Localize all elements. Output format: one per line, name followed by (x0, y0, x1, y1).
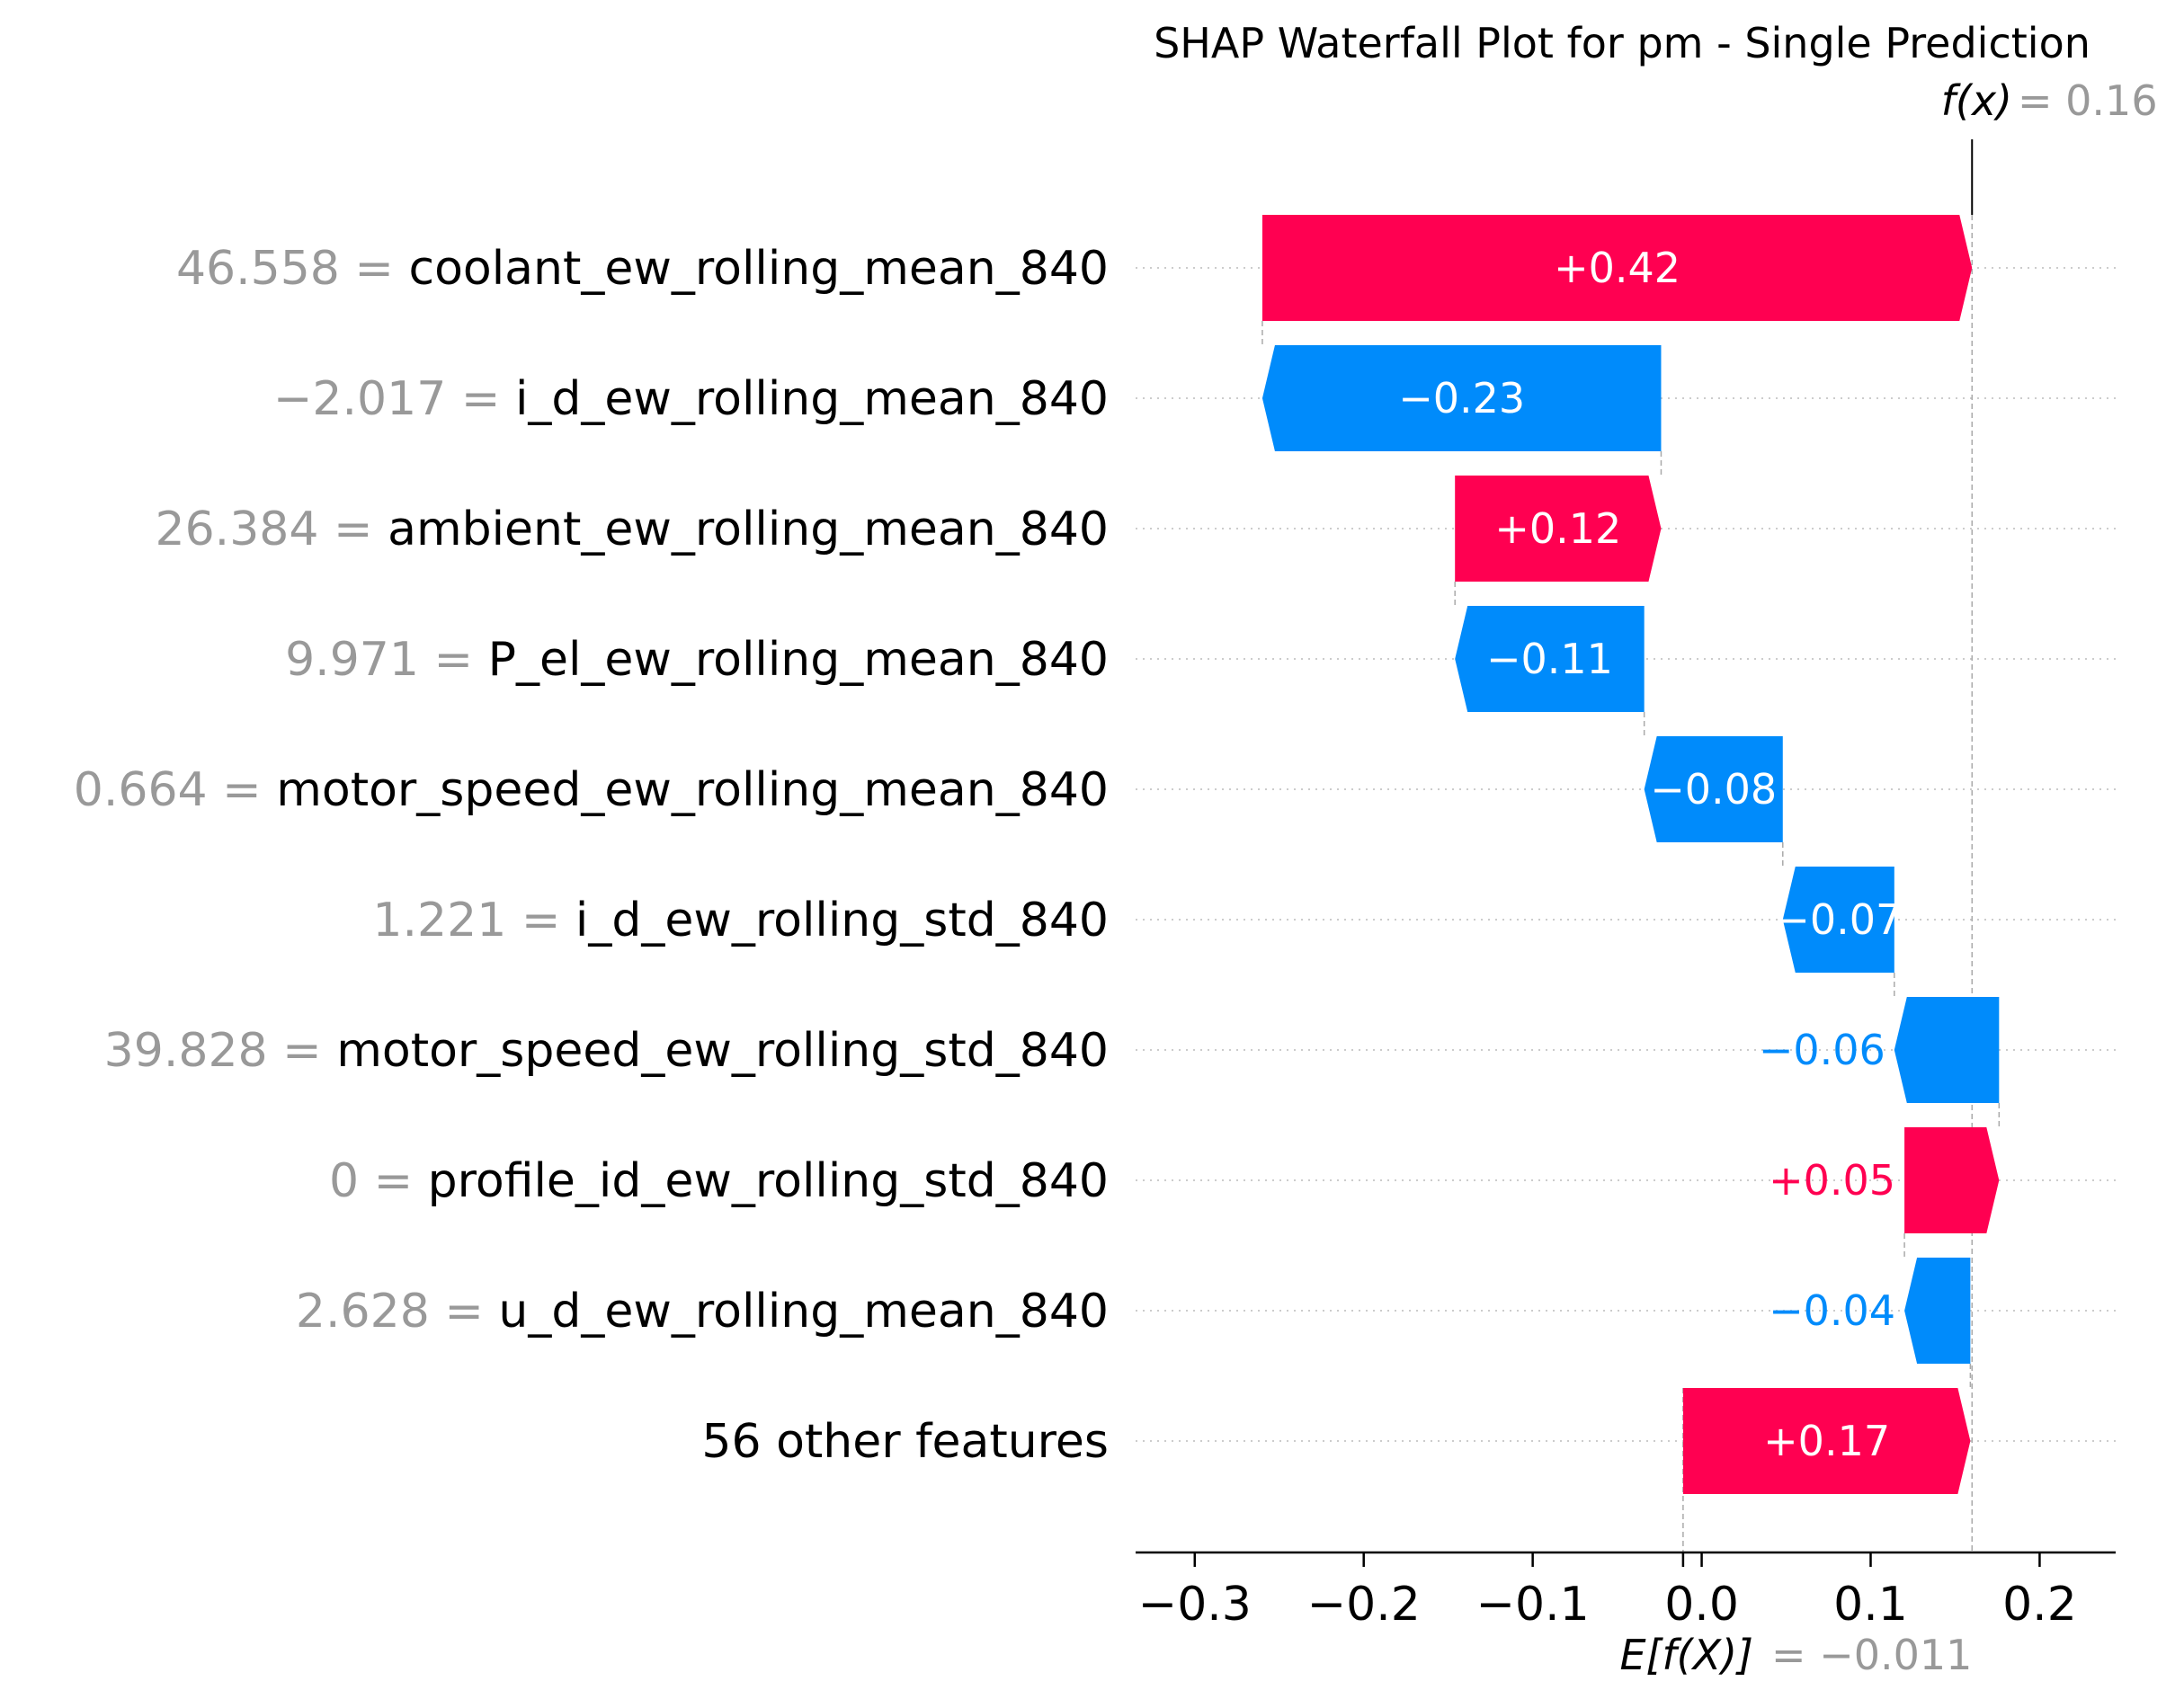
waterfall-bar (1455, 476, 1662, 582)
bar-value-label: −0.07 (1775, 895, 1902, 944)
waterfall-bar (1455, 606, 1645, 712)
feature-name: P_el_ew_rolling_mean_840 (488, 633, 1109, 687)
fx-annotation: f(x) = 0.16 (1941, 76, 2158, 125)
feature-label: −2.017 = i_d_ew_rolling_mean_840 (273, 372, 1109, 426)
x-tick-label: −0.1 (1475, 1578, 1589, 1632)
feature-name: i_d_ew_rolling_mean_840 (515, 372, 1109, 426)
feature-label: 0.664 = motor_speed_ew_rolling_mean_840 (74, 763, 1109, 817)
waterfall-bar (1894, 997, 2000, 1103)
feature-name: coolant_ew_rolling_mean_840 (409, 242, 1109, 296)
waterfall-bar (1644, 736, 1783, 842)
x-axis: −0.3 −0.2 −0.1 0.0 0.1 0.2 (1136, 1551, 2116, 1632)
feature-label: 26.384 = ambient_ew_rolling_mean_840 (156, 503, 1110, 556)
bar-value-label: −0.11 (1486, 635, 1613, 683)
feature-label: 39.828 = motor_speed_ew_rolling_std_840 (104, 1024, 1109, 1078)
feature-value: 1.221 = (372, 894, 575, 947)
feature-value: 0.664 = (74, 763, 277, 817)
fx-label: f(x) (1941, 76, 2012, 125)
feature-name: 56 other features (701, 1415, 1109, 1469)
waterfall-bar (1904, 1258, 1971, 1364)
feature-name: u_d_ew_rolling_mean_840 (498, 1285, 1109, 1339)
feature-name: ambient_ew_rolling_mean_840 (388, 503, 1109, 556)
feature-label: 9.971 = P_el_ew_rolling_mean_840 (285, 633, 1109, 687)
feature-value: 2.628 = (296, 1285, 499, 1339)
bar-value-label: +0.12 (1494, 504, 1621, 553)
feature-name: profile_id_ew_rolling_std_840 (428, 1154, 1109, 1208)
feature-value: 39.828 = (104, 1024, 337, 1078)
x-tick-label: −0.3 (1138, 1578, 1252, 1632)
efx-label: E[f(X)] (1619, 1631, 1753, 1679)
feature-value: 9.971 = (285, 633, 488, 687)
efx-value: = −0.011 (1771, 1631, 1972, 1679)
feature-label: 46.558 = coolant_ew_rolling_mean_840 (176, 242, 1109, 296)
feature-name: motor_speed_ew_rolling_mean_840 (276, 763, 1109, 817)
feature-name: i_d_ew_rolling_std_840 (575, 894, 1109, 947)
bar-value-label: −0.08 (1650, 765, 1777, 814)
feature-value: 0 = (329, 1154, 428, 1208)
bar-value-label: +0.05 (1769, 1156, 1895, 1205)
feature-label: 0 = profile_id_ew_rolling_std_840 (329, 1154, 1109, 1208)
efx-annotation: E[f(X)] = −0.011 (1619, 1631, 1972, 1679)
bar-value-label: −0.04 (1769, 1286, 1895, 1335)
bar-value-label: +0.17 (1763, 1417, 1890, 1465)
feature-value: −2.017 = (273, 372, 515, 426)
waterfall-bar (1682, 1388, 1971, 1494)
feature-labels: 46.558 = coolant_ew_rolling_mean_840 −2.0… (74, 242, 1109, 1469)
feature-name: motor_speed_ew_rolling_std_840 (336, 1024, 1109, 1078)
waterfall-bar (1261, 215, 1973, 321)
x-tick-label: −0.2 (1307, 1578, 1421, 1632)
waterfall-bar (1904, 1127, 2000, 1233)
waterfall-bar (1261, 345, 1662, 451)
bar-value-label: −0.23 (1398, 374, 1525, 423)
x-tick-label: 0.2 (2002, 1578, 2077, 1632)
fx-value: = 0.16 (2018, 76, 2158, 125)
chart-title: SHAP Waterfall Plot for pm - Single Pred… (1154, 19, 2090, 67)
bar-value-label: −0.06 (1759, 1026, 1885, 1074)
x-tick-label: 0.0 (1664, 1578, 1739, 1632)
feature-value: 46.558 = (176, 242, 409, 296)
feature-label: 56 other features (701, 1415, 1109, 1469)
feature-value: 26.384 = (156, 503, 388, 556)
waterfall-bar (1782, 867, 1894, 973)
bar-value-label: +0.42 (1554, 244, 1680, 292)
feature-label: 2.628 = u_d_ew_rolling_mean_840 (296, 1285, 1109, 1339)
bars: +0.42 −0.23 +0.12 −0.11 −0.08 −0.07 −0.06 +0.05… (1261, 215, 2000, 1494)
feature-label: 1.221 = i_d_ew_rolling_std_840 (372, 894, 1109, 947)
x-tick-label: 0.1 (1833, 1578, 1908, 1632)
